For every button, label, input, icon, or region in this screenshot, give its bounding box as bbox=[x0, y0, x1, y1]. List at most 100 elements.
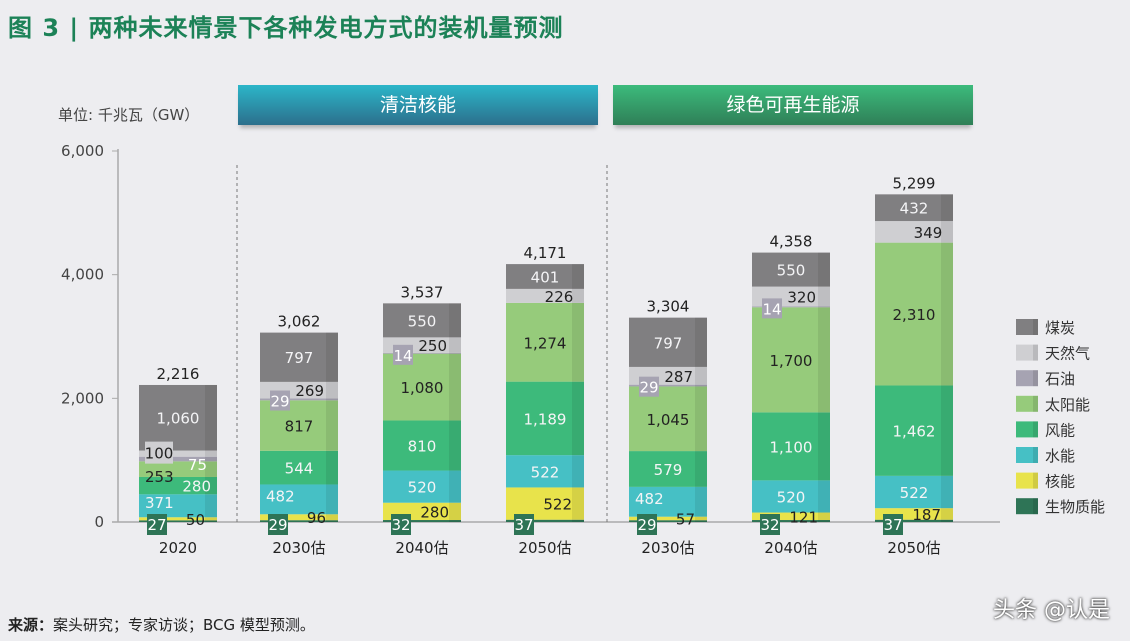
bar-segment-shade bbox=[205, 494, 217, 518]
x-tick-label: 2050估 bbox=[887, 539, 940, 557]
bar-segment-shade bbox=[695, 486, 707, 517]
legend-swatch-shade bbox=[1033, 472, 1038, 489]
bar-segment-shade bbox=[326, 398, 338, 401]
bio-label-box bbox=[883, 514, 903, 535]
bar-segment-shade bbox=[449, 470, 461, 503]
bar-segment-shade bbox=[695, 451, 707, 487]
total-label: 2,216 bbox=[157, 365, 200, 383]
legend-swatch-shade bbox=[1033, 395, 1038, 412]
bar-segment-shade bbox=[205, 461, 217, 477]
data-label: 1,462 bbox=[893, 423, 936, 441]
bar-segment bbox=[260, 332, 338, 382]
x-tick-label: 2050估 bbox=[518, 539, 571, 557]
bar-segment-shade bbox=[941, 475, 953, 509]
data-label: 522 bbox=[531, 463, 560, 481]
legend-swatch bbox=[1016, 344, 1038, 361]
bar-segment bbox=[752, 412, 830, 481]
data-label: 50 bbox=[186, 511, 205, 529]
bio-label-box bbox=[637, 514, 657, 535]
data-label: 1,060 bbox=[157, 410, 200, 428]
total-label: 5,299 bbox=[893, 174, 936, 192]
data-label: 96 bbox=[307, 509, 326, 527]
data-label: 1,100 bbox=[770, 438, 813, 456]
bar-segment-shade bbox=[449, 420, 461, 471]
legend-swatch bbox=[1016, 370, 1038, 387]
bar-segment bbox=[875, 242, 953, 386]
bar-segment-shade bbox=[205, 476, 217, 495]
bar-segment bbox=[752, 512, 830, 521]
data-label: 432 bbox=[900, 200, 929, 218]
oil-label-box bbox=[762, 298, 782, 319]
data-label: 401 bbox=[531, 268, 560, 286]
bar-segment-shade bbox=[572, 264, 584, 289]
bar-segment-shade bbox=[818, 307, 830, 413]
bar-segment-shade bbox=[572, 455, 584, 488]
bar-segment bbox=[260, 520, 338, 522]
bar-segment-shade bbox=[941, 508, 953, 520]
legend-label: 石油 bbox=[1045, 370, 1075, 388]
legend-swatch bbox=[1016, 395, 1038, 412]
bar-segment-shade bbox=[695, 366, 707, 385]
data-label: 550 bbox=[777, 262, 806, 280]
total-label: 3,304 bbox=[647, 298, 690, 316]
data-label: 520 bbox=[408, 479, 437, 497]
data-label: 320 bbox=[787, 288, 816, 306]
y-tick-label: 0 bbox=[94, 513, 104, 531]
data-label: 29 bbox=[637, 516, 656, 534]
bar-segment bbox=[506, 455, 584, 488]
data-label: 250 bbox=[418, 337, 447, 355]
source-label: 来源： bbox=[8, 616, 54, 634]
data-label: 522 bbox=[900, 484, 929, 502]
bar-segment-shade bbox=[941, 385, 953, 476]
data-label: 520 bbox=[777, 488, 806, 506]
legend-label: 天然气 bbox=[1045, 345, 1090, 363]
x-tick-label: 2030估 bbox=[641, 539, 694, 557]
bar-segment bbox=[260, 514, 338, 521]
data-label: 522 bbox=[543, 496, 572, 514]
legend-label: 水能 bbox=[1045, 447, 1075, 465]
y-tick-label: 4,000 bbox=[61, 266, 104, 284]
legend-label: 核能 bbox=[1045, 473, 1075, 491]
data-label: 57 bbox=[676, 510, 695, 528]
bar-segment bbox=[752, 480, 830, 513]
bar-segment-shade bbox=[818, 286, 830, 307]
bar-segment bbox=[629, 520, 707, 522]
bar-segment-shade bbox=[326, 450, 338, 485]
bar-segment-shade bbox=[941, 519, 953, 522]
bar-segment bbox=[629, 317, 707, 367]
watermark: 头条 @认是 bbox=[993, 598, 1110, 623]
bar-segment-shade bbox=[326, 484, 338, 515]
legend-swatch bbox=[1016, 447, 1038, 463]
legend-swatch-shade bbox=[1033, 344, 1038, 361]
total-label: 4,171 bbox=[524, 244, 567, 262]
data-label: 1,045 bbox=[647, 411, 690, 429]
bar-segment-shade bbox=[818, 520, 830, 522]
bar-segment bbox=[875, 475, 953, 509]
data-label: 253 bbox=[145, 468, 174, 486]
data-label: 817 bbox=[285, 418, 314, 436]
bar-segment-shade bbox=[449, 337, 461, 353]
data-label: 1,700 bbox=[770, 352, 813, 370]
bar-segment bbox=[506, 381, 584, 456]
legend-label: 风能 bbox=[1045, 421, 1075, 439]
data-label: 280 bbox=[182, 478, 211, 496]
oil-label-box bbox=[393, 344, 413, 365]
data-label: 37 bbox=[883, 516, 902, 534]
legend-swatch bbox=[1016, 472, 1038, 489]
bar-segment bbox=[752, 306, 830, 308]
data-label: 29 bbox=[270, 393, 289, 411]
bar-segment bbox=[506, 519, 584, 522]
data-label: 14 bbox=[393, 347, 412, 365]
data-label: 121 bbox=[789, 508, 818, 526]
bar-segment bbox=[875, 385, 953, 476]
bio-label-box bbox=[391, 514, 411, 535]
bar-segment bbox=[752, 252, 830, 287]
bar-segment bbox=[139, 450, 217, 457]
bar-segment-shade bbox=[941, 221, 953, 243]
bar-segment-shade bbox=[572, 381, 584, 456]
scenario-banner-clean-nuclear: 清洁核能 bbox=[238, 85, 598, 125]
bar-segment-shade bbox=[205, 517, 217, 521]
bar-segment-shade bbox=[818, 480, 830, 513]
data-label: 810 bbox=[408, 438, 437, 456]
